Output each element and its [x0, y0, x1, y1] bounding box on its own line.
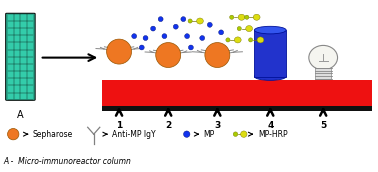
Text: MP: MP	[204, 130, 215, 139]
Bar	[254, 30, 286, 77]
Ellipse shape	[139, 45, 144, 50]
Text: Anti-MP IgY: Anti-MP IgY	[112, 130, 156, 139]
Bar	[102, 80, 372, 107]
Ellipse shape	[248, 38, 253, 42]
Ellipse shape	[132, 34, 136, 39]
Ellipse shape	[189, 45, 193, 50]
Ellipse shape	[226, 38, 230, 42]
Text: 1: 1	[116, 121, 122, 130]
Bar	[102, 106, 372, 111]
Ellipse shape	[158, 17, 163, 22]
Ellipse shape	[233, 132, 238, 136]
Ellipse shape	[245, 15, 249, 19]
Ellipse shape	[254, 26, 286, 34]
Ellipse shape	[246, 26, 253, 32]
Ellipse shape	[238, 14, 245, 20]
Ellipse shape	[205, 42, 230, 68]
Ellipse shape	[200, 36, 204, 40]
Ellipse shape	[229, 15, 234, 19]
Ellipse shape	[197, 18, 203, 24]
Ellipse shape	[240, 131, 247, 137]
Text: A -  Micro-immunoreactor column: A - Micro-immunoreactor column	[4, 157, 132, 166]
Ellipse shape	[218, 30, 223, 35]
Ellipse shape	[184, 34, 189, 39]
Ellipse shape	[257, 37, 264, 43]
Ellipse shape	[156, 42, 181, 68]
Text: 4: 4	[267, 121, 273, 130]
Text: MP-HRP: MP-HRP	[258, 130, 287, 139]
Text: 5: 5	[320, 121, 326, 130]
Ellipse shape	[181, 17, 186, 22]
Ellipse shape	[234, 37, 241, 43]
Ellipse shape	[184, 131, 190, 137]
Bar	[315, 68, 331, 79]
Text: Sepharose: Sepharose	[33, 130, 73, 139]
Ellipse shape	[253, 14, 260, 20]
Ellipse shape	[150, 26, 156, 31]
Ellipse shape	[254, 73, 286, 80]
Ellipse shape	[207, 22, 212, 27]
Ellipse shape	[309, 45, 338, 70]
Ellipse shape	[107, 39, 132, 64]
Text: 3: 3	[214, 121, 220, 130]
Ellipse shape	[8, 128, 19, 140]
Ellipse shape	[143, 36, 148, 40]
FancyBboxPatch shape	[6, 13, 35, 100]
Text: A: A	[17, 110, 24, 120]
Text: 2: 2	[165, 121, 171, 130]
Ellipse shape	[162, 34, 167, 39]
Ellipse shape	[237, 26, 241, 31]
Ellipse shape	[173, 24, 178, 29]
Ellipse shape	[188, 19, 192, 23]
